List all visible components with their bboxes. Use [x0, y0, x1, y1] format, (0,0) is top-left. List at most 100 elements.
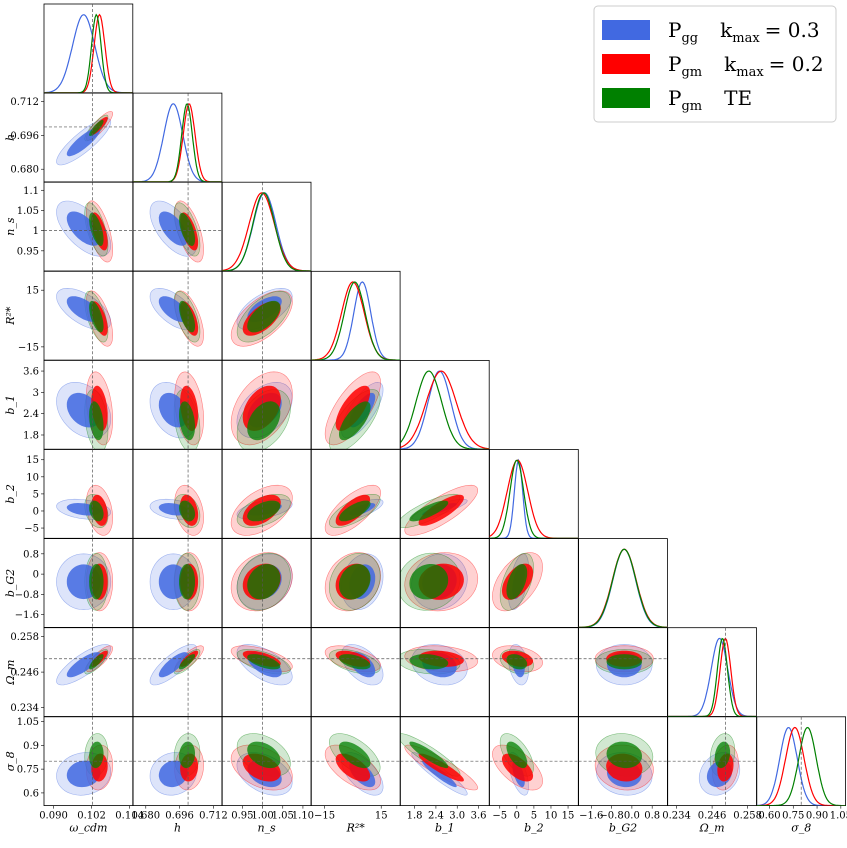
x-tick-label: 15 [562, 811, 575, 822]
legend-label-2: Pgm kmax = 0.2 [668, 52, 824, 80]
panel-frame [667, 627, 757, 717]
panel-b2-vs-n_s [221, 449, 312, 539]
panel-content [133, 627, 222, 717]
panel-sigma_8-vs-omega_cdm: 0.090 0.102 0.114 ω_cdm 0.6 0.75 0.9 1.05 σ_8 [4, 716, 144, 835]
contour-68-series-2 [501, 753, 534, 782]
panel-n_s-vs-n_s [221, 181, 312, 272]
panel-content [311, 733, 401, 796]
panel-n_s-vs-h [132, 181, 223, 272]
panel-content [489, 644, 579, 686]
panel-Omega_m-vs-n_s [221, 627, 312, 717]
y-axis-label-n_s: n_s [4, 217, 17, 236]
x-tick-label: −0.8 [599, 811, 623, 822]
x-tick-label: −5 [492, 811, 507, 822]
panel-content [230, 538, 293, 628]
contour-68-series-3 [339, 500, 371, 522]
x-tick-label: 10 [545, 811, 558, 822]
panel-b_G2-vs-b2 [489, 538, 579, 628]
marginal-curve-3 [222, 192, 311, 271]
panel-sigma_8-vs-n_s: 0.951.001.051.10 n_s [221, 716, 314, 835]
panel-frame [43, 627, 134, 717]
y-tick-label: 1.05 [17, 206, 39, 217]
y-tick-label: −5 [24, 524, 39, 535]
contour-68-series-3 [179, 500, 195, 522]
y-axis-label-sigma_8: σ_8 [4, 751, 17, 771]
panel-content [44, 627, 133, 717]
marginal-curve-1 [311, 281, 401, 361]
panel-content [400, 733, 490, 796]
x-axis-label-h: h [174, 822, 181, 835]
y-tick-label: 0.95 [17, 246, 39, 257]
x-tick-label: 0.95 [231, 811, 253, 822]
contour-68-series-3 [247, 500, 281, 522]
panel-h-vs-omega_cdm: 0.680 0.696 0.712 h [4, 92, 134, 183]
panel-Omega_m-vs-h [132, 627, 223, 717]
panel-content [324, 552, 384, 612]
panel-R_star-vs-R_star [310, 270, 401, 361]
x-tick-label: 3.0 [449, 811, 465, 822]
x-axis-label-omega_cdm: ω_cdm [69, 822, 107, 835]
marginal-curve-2 [400, 370, 490, 450]
panel-frame [399, 716, 490, 806]
y-tick-label: 5 [33, 489, 39, 500]
panel-b1-vs-omega_cdm: 1.8 2.4 3 3.6 b_1 [4, 359, 134, 450]
panel-content [133, 716, 222, 806]
x-axis-label-b2: b_2 [524, 822, 544, 835]
panel-R_star-vs-n_s [221, 270, 312, 361]
contour-68-series-3 [247, 300, 281, 333]
panel-n_s-vs-omega_cdm: 0.95 1 1.05 1.1 n_s [4, 181, 134, 272]
legend-swatch-3 [602, 88, 650, 108]
panel-Omega_m-vs-b_G2 [578, 627, 668, 717]
x-tick-label: 3.6 [471, 811, 487, 822]
panel-frame [310, 538, 401, 628]
panel-content [230, 271, 293, 361]
panel-content [56, 360, 113, 450]
y-axis-label-b1: b_1 [4, 395, 17, 415]
contour-68-series-3 [179, 564, 195, 600]
panel-content [56, 449, 114, 539]
y-tick-label: 0.9 [23, 741, 39, 752]
x-tick-label: 0.680 [131, 811, 160, 822]
panel-content [489, 733, 579, 796]
marginal-curve-3 [311, 281, 401, 361]
panel-content [56, 538, 114, 628]
y-axis-label-Omega_m: Ω_m [4, 660, 17, 686]
y-tick-label: 0.696 [10, 131, 39, 142]
panel-content [44, 93, 133, 182]
x-tick-label: 0.75 [782, 811, 804, 822]
x-tick-label: 0.696 [165, 811, 194, 822]
x-tick-label: 0.102 [77, 811, 106, 822]
panel-content [149, 360, 204, 450]
panel-frame [310, 270, 401, 361]
x-tick-label: −15 [314, 811, 335, 822]
panel-sigma_8-vs-b1: 1.8 2.4 3.0 3.6 b_1 [399, 716, 490, 835]
contour-68-series-3 [89, 212, 104, 246]
y-tick-label: −1.6 [15, 610, 39, 621]
y-tick-label: 15 [26, 455, 39, 466]
panel-Omega_m-vs-b2 [489, 627, 579, 717]
x-tick-label: 1.05 [830, 811, 847, 822]
panel-frame [310, 449, 401, 539]
panel-b_G2-vs-b1 [399, 538, 490, 628]
panel-content [222, 182, 311, 271]
x-tick-label: 0.246 [698, 811, 727, 822]
contour-68-series-1 [66, 211, 101, 246]
legend-swatch-2 [602, 54, 650, 74]
y-tick-label: 0 [33, 506, 39, 517]
contour-68-series-3 [247, 564, 281, 600]
y-tick-label: 1.8 [23, 430, 39, 441]
panel-b2-vs-R_star [310, 449, 401, 539]
y-tick-label: 0.680 [10, 165, 39, 176]
panel-b_G2-vs-n_s [221, 538, 312, 628]
panel-b_G2-vs-R_star [310, 538, 401, 628]
contour-68-series-3 [506, 654, 528, 670]
x-tick-label: 5 [531, 811, 537, 822]
panel-sigma_8-vs-Omega_m: 0.234 0.246 0.258 Ω_m [662, 716, 762, 835]
legend-swatch-1 [602, 20, 650, 40]
y-tick-label: 0.75 [17, 765, 39, 776]
panel-frame [221, 449, 312, 539]
y-axis-label-R_star: R²* [4, 306, 17, 326]
panel-sigma_8-vs-b_G2: −1.6−0.8 0.0 0.8 b_G2 [578, 716, 668, 835]
contour-68-series-3 [179, 212, 195, 246]
